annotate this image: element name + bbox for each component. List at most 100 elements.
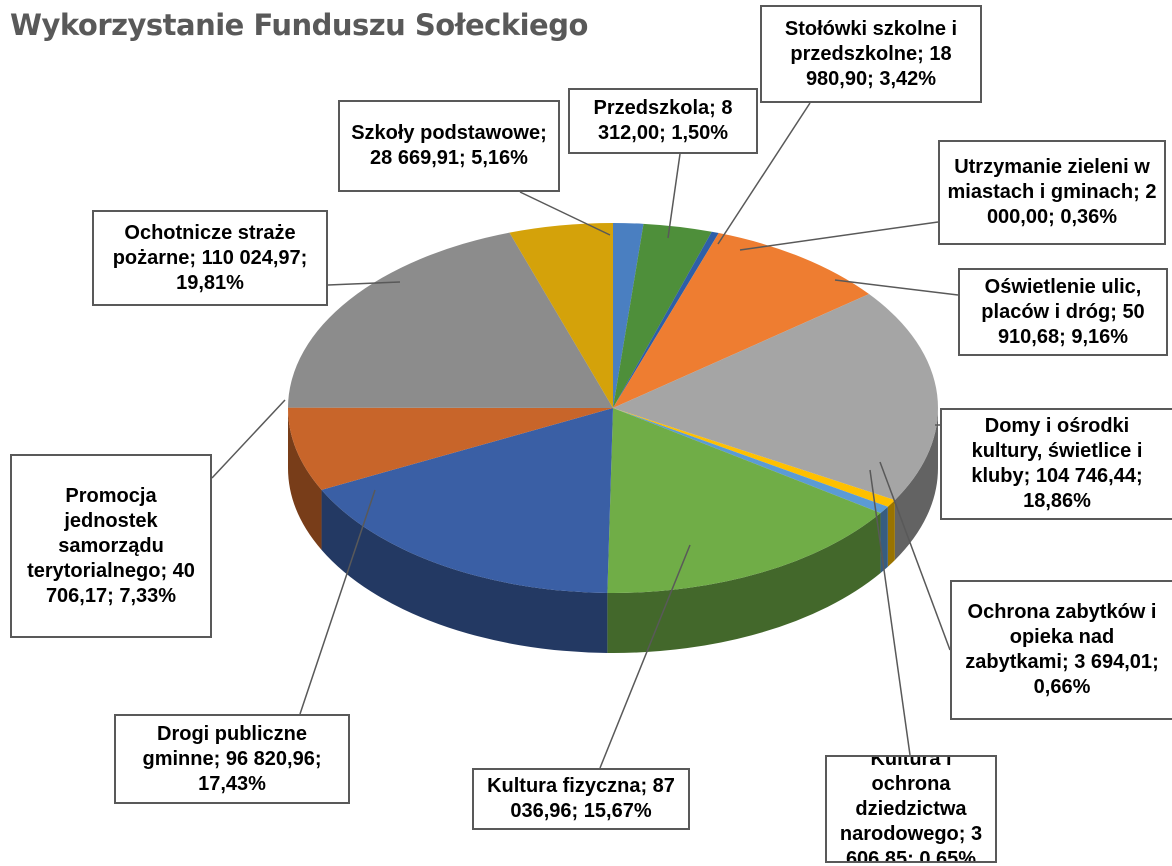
value-label: 3 606,85 (845, 822, 983, 863)
value-label: 1,50% (671, 122, 729, 144)
slice-side (894, 408, 938, 561)
separator: ; (709, 97, 716, 119)
separator: ; (659, 122, 666, 144)
separator: ; (1059, 325, 1066, 348)
separator: ; (107, 584, 114, 607)
separator: ; (213, 747, 221, 770)
slice (613, 223, 712, 408)
value-label: 28 669,91 (370, 147, 460, 169)
data-label: Utrzymanie zieleni w miastach i gminach;… (938, 140, 1166, 245)
data-label: Ochotnicze straże pożarne; 110 024,97; 1… (92, 210, 328, 306)
value-label: 7,33% (119, 584, 177, 607)
leader-line (834, 279, 959, 296)
separator: ; (958, 822, 966, 845)
leader-line (869, 469, 911, 756)
value-label: 110 024,97 (201, 246, 301, 269)
leader-line (879, 461, 951, 651)
slice-side (321, 489, 608, 653)
value-label: 40 706,17 (45, 559, 195, 607)
separator: ; (314, 747, 322, 770)
category-label: Przedszkola (593, 97, 710, 119)
slice (613, 408, 895, 507)
leader-line (299, 489, 376, 715)
value-label: 3 694,01 (1074, 651, 1153, 673)
slice (613, 223, 644, 408)
slice-side (607, 513, 881, 653)
slice (607, 408, 881, 593)
separator: ; (571, 800, 579, 822)
leader-line (739, 221, 939, 251)
value-label: 0,36% (1060, 206, 1118, 228)
separator: ; (1061, 651, 1069, 673)
value-label: 0,66% (1033, 676, 1091, 698)
slice-side (880, 506, 888, 574)
slice-side (887, 500, 895, 567)
value-label: 9,16% (1071, 325, 1129, 348)
slice (288, 407, 613, 490)
separator: ; (1023, 465, 1031, 487)
chart-title: Wykorzystanie Funduszu Sołeckiego (10, 8, 588, 42)
value-label: 0,65% (919, 847, 977, 863)
leader-line (327, 281, 401, 286)
separator: ; (459, 147, 466, 169)
data-label: Kultura i ochrona dziedzictwa narodowego… (825, 755, 997, 863)
value-label: 18 980,90 (805, 42, 952, 90)
separator: ; (867, 67, 874, 90)
slice-side (288, 408, 322, 550)
value-label: 17,43% (198, 772, 266, 795)
data-label: Promocja jednostek samorządu terytorialn… (10, 454, 212, 638)
value-label: 2 000,00 (986, 181, 1157, 228)
category-label: Drogi publiczne gminne (142, 722, 307, 770)
slice (613, 408, 888, 514)
value-label: 8 312,00 (597, 97, 733, 144)
separator: ; (917, 42, 924, 65)
value-label: 18,86% (1023, 490, 1091, 512)
separator: ; (1152, 651, 1159, 673)
value-label: 50 910,68 (997, 300, 1145, 348)
data-label: Kultura fizyczna; 87 036,96; 15,67% (472, 768, 690, 830)
slice (613, 233, 870, 408)
separator: ; (907, 847, 914, 863)
category-label: Oświetlenie ulic, placów i dróg (981, 275, 1142, 323)
category-label: Kultura i ochrona dziedzictwa narodowego (839, 755, 967, 845)
separator: ; (1135, 465, 1143, 487)
category-label: Domy i ośrodki kultury, świetlice i klub… (971, 415, 1143, 487)
value-label: 15,67% (583, 800, 652, 822)
separator: ; (1110, 300, 1117, 323)
separator: ; (189, 246, 197, 269)
value-label: 19,81% (176, 271, 244, 294)
category-label: Ochrona zabytków i opieka nad zabytkami (965, 601, 1157, 673)
category-label: Utrzymanie zieleni w miastach i gminach (947, 156, 1150, 203)
separator: ; (640, 775, 648, 797)
value-label: 3,42% (879, 67, 937, 90)
value-label: 104 746,44 (1035, 465, 1136, 487)
slice (509, 223, 613, 408)
leader-line (519, 191, 611, 236)
slice (613, 294, 939, 501)
leader-line (667, 153, 681, 239)
data-label: Stołówki szkolne i przedszkolne; 18 980,… (760, 5, 982, 103)
data-label: Domy i ośrodki kultury, świetlice i klub… (940, 408, 1172, 520)
data-label: Drogi publiczne gminne; 96 820,96; 17,43… (114, 714, 350, 804)
category-label: Stołówki szkolne i przedszkolne (784, 17, 958, 65)
data-label: Oświetlenie ulic, placów i dróg; 50 910,… (958, 268, 1168, 356)
data-label: Szkoły podstawowe; 28 669,91; 5,16% (338, 100, 560, 192)
slice (321, 408, 613, 593)
data-label: Ochrona zabytków i opieka nad zabytkami;… (950, 580, 1172, 720)
separator: ; (160, 559, 168, 582)
slice (613, 231, 719, 408)
separator: ; (1048, 206, 1055, 228)
leader-line (717, 102, 811, 245)
category-label: Promocja jednostek samorządu terytorialn… (27, 484, 164, 582)
slice (288, 232, 613, 408)
category-label: Kultura fizyczna (487, 775, 641, 797)
separator: ; (540, 122, 547, 144)
separator: ; (1133, 181, 1140, 203)
value-label: 5,16% (471, 147, 528, 169)
separator: ; (300, 246, 308, 269)
category-label: Ochotnicze straże pożarne (112, 221, 296, 269)
leader-line (599, 544, 691, 769)
value-label: 96 820,96 (225, 747, 315, 770)
value-label: 87 036,96 (510, 775, 675, 822)
